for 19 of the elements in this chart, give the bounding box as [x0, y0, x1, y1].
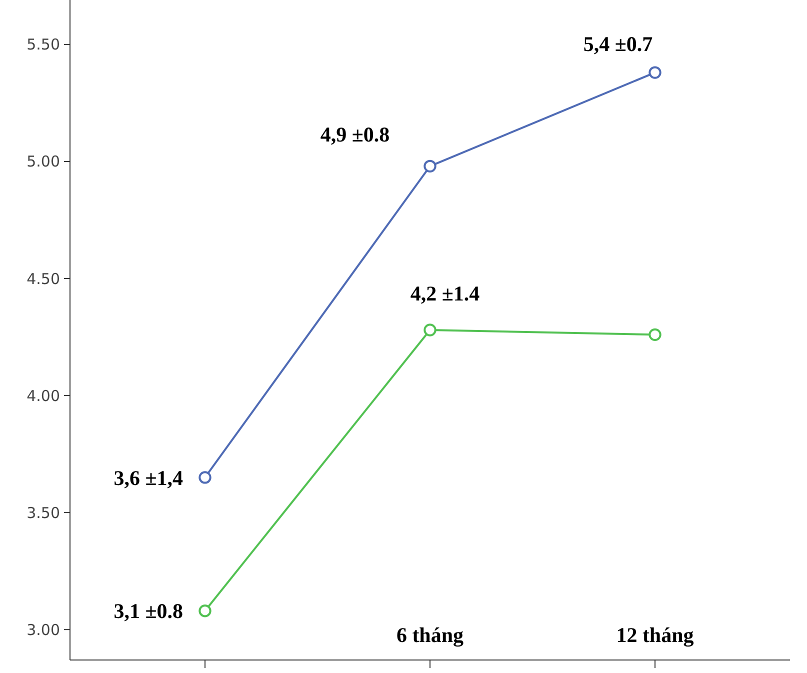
- annotation: 5,4 ±0.7: [583, 32, 653, 56]
- annotation: 3,6 ±1,4: [114, 466, 184, 490]
- y-tick-label: 3.00: [26, 620, 60, 639]
- point: [648, 66, 662, 79]
- y-tick-label: 4.00: [26, 386, 60, 405]
- x-tick-label: 12 tháng: [616, 623, 694, 647]
- point: [198, 604, 212, 618]
- y-tick-label: 5.00: [26, 152, 60, 171]
- x-tick-label: 6 tháng: [396, 623, 464, 647]
- y-tick-label: 5.50: [26, 36, 60, 54]
- point: [424, 160, 436, 173]
- point: [198, 471, 212, 484]
- annotation: 4,9 ±0.8: [320, 122, 390, 147]
- annotation: 4,2 ±1.4: [410, 281, 480, 306]
- point: [648, 328, 662, 342]
- point: [424, 324, 436, 336]
- y-tick-label: 4.50: [26, 270, 60, 288]
- annotation: 3,1 ±0.8: [114, 599, 183, 624]
- y-tick-label: 3.50: [26, 504, 60, 522]
